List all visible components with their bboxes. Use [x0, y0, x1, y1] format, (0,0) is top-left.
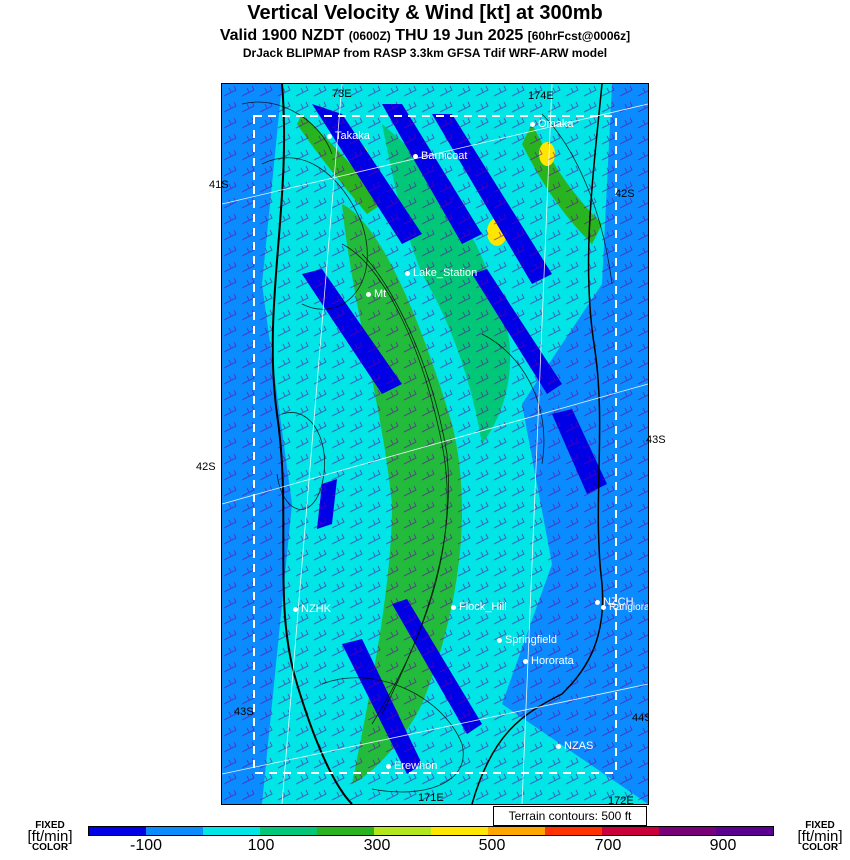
place-marker-icon	[601, 604, 606, 610]
place-label: NZAS	[564, 740, 594, 752]
color-scale-swatch	[545, 827, 602, 835]
forecast-tag: [60hrFcst@0006z]	[527, 29, 631, 43]
lat-label-44s-right: 44S	[632, 712, 648, 724]
place-label: NZHK	[301, 603, 331, 615]
place-marker-icon	[595, 599, 600, 605]
color-scale-bar	[88, 826, 774, 836]
map-field	[222, 84, 648, 804]
place-flock-hill: Flock_Hill	[451, 601, 507, 613]
place-marker-icon	[556, 743, 561, 749]
place-label: Erewhon	[394, 760, 438, 772]
scale-tick-label: 500	[478, 837, 506, 854]
place-label: Takaka	[335, 130, 370, 142]
place-marker-icon	[327, 133, 332, 139]
color-scale-swatch	[146, 827, 203, 835]
place-marker-icon	[497, 637, 502, 643]
place-marker-icon	[451, 604, 456, 610]
place-barnicoat: Barnicoat	[413, 150, 467, 162]
color-scale-swatch	[374, 827, 431, 835]
lon-label-172e: 172E	[608, 795, 634, 805]
place-marker-icon	[366, 291, 371, 297]
place-label: Mt	[374, 288, 387, 300]
place-marker-icon	[293, 606, 298, 612]
color-scale-swatch	[488, 827, 545, 835]
valid-label: Valid 1900 NZDT	[219, 27, 345, 44]
place-rangiora: Rangiora	[601, 602, 649, 613]
lat-label-41s-left: 41S	[209, 179, 229, 191]
color-scale-swatch	[89, 827, 146, 835]
valid-date: THU 19 Jun 2025	[395, 27, 524, 44]
vertical-velocity-map[interactable]: 73E 174E 42S 43S 44S 171E 172E Takaka Om…	[221, 83, 649, 805]
place-nzch: NZCH	[595, 596, 634, 608]
place-label: Hororata	[531, 655, 574, 667]
legend-color-label: COLOR	[801, 842, 839, 853]
scale-tick-label: 700	[594, 837, 622, 854]
legend-fixed-label: FIXED	[35, 820, 65, 831]
place-label: Lake_Station	[413, 267, 478, 279]
place-label: Omaka	[538, 118, 574, 130]
place-marker-icon	[386, 763, 391, 769]
place-erewhon: Erewhon	[386, 760, 437, 772]
valid-time: Valid 1900 NZDT (0600Z) THU 19 Jun 2025 …	[0, 27, 850, 45]
color-scale-swatch	[431, 827, 488, 835]
legend-color-label: COLOR	[31, 842, 69, 853]
place-marker-icon	[405, 270, 410, 276]
lat-label-42s-right: 42S	[615, 188, 635, 200]
place-lake-station: Lake_Station	[405, 267, 477, 279]
color-scale-swatch	[602, 827, 659, 835]
place-nzhk: NZHK	[293, 603, 331, 615]
model-description: DrJack BLIPMAP from RASP 3.3km GFSA Tdif…	[242, 46, 608, 60]
scale-tick-label: -100	[129, 837, 163, 854]
legend-units-label: [ft/min]	[27, 828, 73, 845]
valid-zulu: (0600Z)	[348, 29, 391, 43]
lat-label-42s-left: 42S	[196, 461, 216, 473]
place-marker-icon	[523, 658, 528, 664]
place-omaka: Omaka	[530, 118, 573, 130]
place-mt: Mt	[366, 288, 386, 300]
color-scale-swatch	[260, 827, 317, 835]
place-label: Barnicoat	[421, 150, 468, 162]
place-marker-icon	[413, 153, 418, 159]
lon-label-73e: 73E	[332, 88, 352, 100]
color-scale-swatch	[659, 827, 716, 835]
terrain-contour-note: Terrain contours: 500 ft	[493, 806, 647, 826]
scale-tick-label: 900	[709, 837, 737, 854]
color-scale-swatch	[317, 827, 374, 835]
lon-label-171e: 171E	[418, 792, 444, 804]
legend-fixed-label: FIXED	[805, 820, 835, 831]
lat-label-43s-right: 43S	[646, 434, 666, 446]
legend-units-right: FIXED [ft/min] COLOR	[790, 820, 850, 853]
color-scale-swatch	[716, 827, 773, 835]
place-marker-icon	[530, 121, 535, 127]
place-nzas: NZAS	[556, 740, 593, 752]
legend-units-left: FIXED [ft/min] COLOR	[20, 820, 80, 853]
place-label: Springfield	[505, 634, 557, 646]
scale-tick-label: 300	[363, 837, 391, 854]
lon-label-174e: 174E	[528, 90, 554, 102]
place-springfield: Springfield	[497, 634, 557, 646]
place-label: Rangiora	[609, 602, 649, 613]
map-title: Vertical Velocity & Wind [kt] at 300mb	[247, 2, 603, 24]
place-label: NZCH	[603, 596, 634, 608]
scale-tick-label: 100	[247, 837, 275, 854]
place-takaka: Takaka	[327, 130, 370, 142]
lat-label-43s-left: 43S	[234, 706, 254, 718]
place-label: Flock_Hill	[459, 601, 507, 613]
legend-units-label: [ft/min]	[797, 828, 843, 845]
place-hororata: Hororata	[523, 655, 574, 667]
color-scale-swatch	[203, 827, 260, 835]
